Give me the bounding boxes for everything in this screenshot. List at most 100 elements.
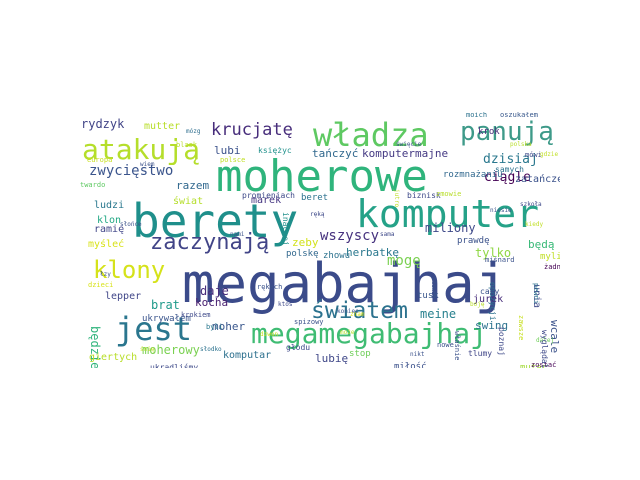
word-ktos: ktoś bbox=[278, 301, 293, 308]
word-zmowie: zmowie bbox=[436, 190, 462, 198]
word-berety: berety bbox=[132, 194, 299, 248]
word-myslec: myśleć bbox=[88, 239, 125, 250]
word-megabajhaj: megabajhaj bbox=[182, 252, 508, 315]
word-atakuja: atakują bbox=[82, 133, 201, 166]
word-nikt: nikt bbox=[410, 351, 425, 358]
word-panuja: panują bbox=[460, 117, 554, 147]
word-zostac: zostać bbox=[531, 361, 557, 369]
word-pewni: pewni bbox=[532, 283, 540, 305]
word-ukradlismy: ukradliśmy bbox=[150, 363, 199, 369]
word-brat: brat bbox=[151, 298, 180, 312]
word-ramie: ramię bbox=[94, 224, 125, 235]
word-moze: może bbox=[340, 329, 355, 336]
word-tanczyc: tańczyć bbox=[312, 147, 359, 160]
word-razem: razem bbox=[176, 179, 210, 192]
word-ludzi: ludzi bbox=[94, 200, 125, 211]
word-lepper: lepper bbox=[105, 291, 142, 302]
word-tlumy: tlumy bbox=[468, 349, 493, 358]
word-klony: klony bbox=[93, 256, 166, 284]
word-reka: ręką bbox=[310, 211, 325, 218]
word-rydzyk: rydzyk bbox=[81, 117, 125, 131]
word-polske: polskę bbox=[286, 249, 319, 259]
word-inaczej: inaczej bbox=[281, 212, 290, 246]
word-mozg: mózg bbox=[186, 128, 201, 135]
word-megamegabajhaj: megamegabajhaj bbox=[251, 317, 488, 350]
word-mowi: mówi bbox=[525, 151, 542, 159]
word-moge: mogę bbox=[387, 253, 421, 269]
word-komputermajne: komputermajne bbox=[362, 147, 449, 160]
word-lzy: łzy bbox=[100, 271, 111, 278]
word-zatancze: zatańczę bbox=[515, 174, 560, 185]
word-klon: klon bbox=[97, 215, 122, 226]
word-ciagle: ciągle bbox=[484, 170, 531, 185]
word-lubie: lubię bbox=[315, 352, 349, 365]
word-oszukalem: oszukałem bbox=[500, 112, 538, 119]
word-meine: meine bbox=[420, 307, 457, 321]
word-komputer: komputer bbox=[356, 192, 540, 236]
word-dzieci: dzieci bbox=[88, 281, 114, 289]
word-promieniach: promieniach bbox=[242, 191, 295, 200]
word-swiecie: święcie bbox=[396, 141, 422, 148]
word-tusk: tusk bbox=[417, 291, 439, 301]
word-dzwon: dzwon bbox=[260, 331, 279, 338]
word-zhowu: zhowu bbox=[323, 251, 351, 261]
word-jurek: jurek bbox=[473, 294, 504, 305]
word-zawsze: zawsze bbox=[517, 315, 525, 341]
word-beda: będą bbox=[528, 238, 555, 251]
word-moich: moich bbox=[466, 112, 488, 119]
word-moherowy: moherowy bbox=[142, 343, 200, 357]
word-dalej: dalej bbox=[536, 337, 555, 344]
word-daje: daje bbox=[200, 284, 229, 298]
word-caly: cały bbox=[480, 287, 500, 296]
word-cloud: megabajhaj berety moherowe komputer władza me… bbox=[80, 112, 560, 368]
word-tylko: tylko bbox=[475, 246, 512, 260]
word-wszyscy: wszyscy bbox=[320, 228, 380, 244]
word-sama: sama bbox=[380, 231, 395, 238]
word-europa: europa bbox=[87, 156, 113, 164]
word-slonce: słońce bbox=[120, 221, 142, 228]
word-swiatem: światem bbox=[311, 298, 408, 324]
word-wiem: wiem bbox=[140, 161, 155, 168]
word-zadnej: żadnej bbox=[544, 263, 560, 271]
word-rozmnazaniu: rozmnażaniu bbox=[443, 170, 503, 180]
word-polska: polska bbox=[510, 141, 532, 148]
word-biznisk: biznisk bbox=[407, 191, 441, 200]
word-swiat: świat bbox=[173, 196, 204, 207]
word-beret: beret bbox=[301, 193, 329, 203]
word-ukrywalem: ukrywałem bbox=[142, 314, 191, 324]
word-swing: swing bbox=[475, 319, 509, 332]
word-slodko: słodko bbox=[200, 346, 222, 353]
word-gdzie: gdzie bbox=[540, 151, 559, 158]
word-blask: blask bbox=[176, 141, 198, 149]
word-zaczynaja: zaczynają bbox=[150, 230, 270, 255]
word-lubi: lubi bbox=[214, 144, 241, 157]
word-szkola: szkoła bbox=[520, 201, 542, 208]
word-samych: samych bbox=[495, 165, 524, 174]
word-zeby: zeby bbox=[292, 236, 319, 249]
word-marek: marek bbox=[251, 195, 282, 206]
word-kocha: kocha bbox=[195, 296, 229, 309]
word-wygladali: wyglądali bbox=[540, 330, 549, 368]
word-dzisiaj: dzisiaj bbox=[483, 152, 538, 167]
word-polsce: polsce bbox=[220, 156, 246, 164]
word-kiedy: kiedy bbox=[525, 221, 544, 228]
word-giertych: giertych bbox=[89, 352, 138, 363]
word-twardo: twardo bbox=[80, 181, 106, 189]
word-komputar: komputar bbox=[223, 350, 272, 361]
word-zwyciestwo: zwycięstwo bbox=[89, 163, 174, 179]
word-snie: śnię bbox=[140, 346, 155, 353]
word-koniec: koniec bbox=[337, 308, 359, 315]
word-mutar: mutar bbox=[520, 363, 548, 369]
word-mutter: mutter bbox=[144, 121, 181, 132]
word-misnard: miśnard bbox=[485, 256, 515, 264]
word-glodu: głodu bbox=[286, 343, 311, 352]
word-jest: jest bbox=[115, 310, 193, 348]
word-slowie: słowie bbox=[430, 277, 437, 299]
word-znam: znam bbox=[350, 311, 365, 318]
word-boje: boję bbox=[470, 301, 485, 308]
word-milosc: miłość bbox=[394, 362, 427, 369]
word-poznaj: poznaj bbox=[497, 327, 506, 356]
word-moherowe: moherowe bbox=[216, 151, 428, 202]
word-rekach: rękach bbox=[257, 283, 283, 291]
word-krokiem: krokiem bbox=[181, 311, 211, 319]
